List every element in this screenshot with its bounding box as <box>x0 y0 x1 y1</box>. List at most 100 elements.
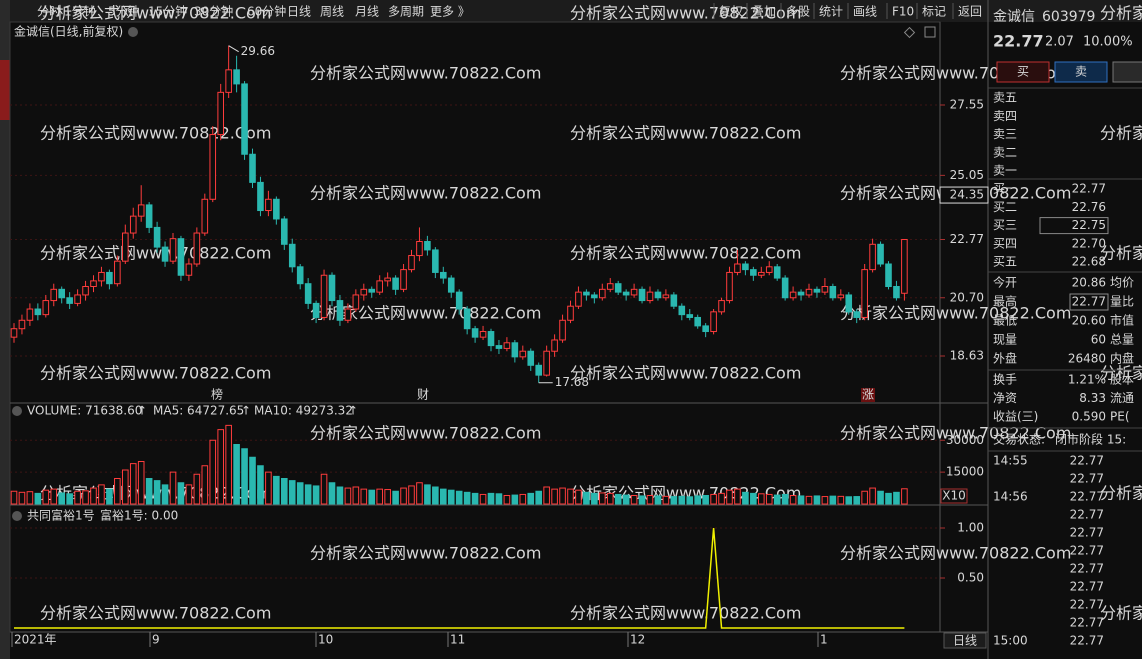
tool-button[interactable]: 画线 <box>853 5 877 19</box>
volume-bar <box>479 493 487 505</box>
period-tab[interactable]: 15分钟 <box>148 4 187 19</box>
tool-button[interactable]: 统计 <box>819 5 843 19</box>
period-tab[interactable]: 5分钟 <box>108 4 140 19</box>
candle-body <box>630 288 638 296</box>
ma5-arrow: ↑ <box>241 404 251 418</box>
candle-body <box>114 260 121 285</box>
buy-button[interactable] <box>996 61 1050 83</box>
candle-body <box>869 243 876 271</box>
tick-price: 22.77 <box>1070 562 1104 576</box>
period-tab[interactable]: 周线 <box>320 5 344 19</box>
candle-body <box>559 319 566 341</box>
ask-label: 卖五 <box>993 91 1017 105</box>
multiplier-box <box>940 488 968 504</box>
volume-bar <box>805 495 813 505</box>
stat-value: 26480 <box>1068 352 1106 366</box>
volume-bar <box>718 492 725 505</box>
volume-bar <box>185 484 193 505</box>
status-value: 闭市阶段 15: <box>1055 432 1126 447</box>
side-strip-active <box>0 60 10 120</box>
low-label: 17.68 <box>555 375 589 389</box>
candle-body <box>535 364 543 376</box>
volume-bar <box>440 488 447 505</box>
candle-body <box>742 263 749 271</box>
cursor-price-box <box>939 186 989 204</box>
candle-body <box>495 345 503 349</box>
period-tab[interactable]: 分时 <box>37 5 61 19</box>
volume-bar <box>463 491 471 505</box>
volume-bar <box>591 492 598 505</box>
period-tab[interactable]: 月线 <box>355 5 379 19</box>
date-label: 1 <box>820 633 828 647</box>
volume-bar <box>233 444 240 505</box>
candle-body <box>328 274 336 302</box>
candle-body <box>18 319 26 330</box>
candle-body <box>368 288 376 293</box>
event-marker: 涨 <box>862 387 874 402</box>
tool-button[interactable]: F10 <box>892 5 914 19</box>
period-tab[interactable]: 60分钟 <box>247 4 286 19</box>
indicator-menu-icon[interactable] <box>12 511 22 521</box>
window-icon[interactable] <box>924 26 936 38</box>
period-tab[interactable]: 1分钟 <box>64 4 96 19</box>
candle-body <box>893 286 900 299</box>
tool-button[interactable]: 多股 <box>786 5 810 19</box>
candle-body <box>487 331 495 347</box>
volume-bar <box>678 495 686 505</box>
candle-body <box>781 277 789 299</box>
candle-body <box>686 314 694 318</box>
tool-button[interactable]: 复权 <box>719 5 743 19</box>
tool-button[interactable]: 返回 <box>958 5 982 19</box>
sell-button[interactable] <box>1054 61 1108 83</box>
tick-price: 22.77 <box>1070 544 1104 558</box>
period-label: 日线 <box>953 634 977 648</box>
volume-bar <box>352 486 360 505</box>
volume-bar <box>26 491 34 505</box>
watermark: 分析家公式网www.70822.Com <box>310 64 541 83</box>
tool-button[interactable]: 叠加 <box>752 5 776 19</box>
watermark: 分析家公式网www.70822.Com <box>1100 604 1142 623</box>
tool-button[interactable]: 标记 <box>922 5 946 19</box>
candle-body <box>145 204 153 228</box>
volume-bar <box>487 492 495 505</box>
bid-price: 22.77 <box>1072 182 1106 196</box>
candle-body <box>432 249 439 273</box>
change-pct: 10.00% <box>1083 35 1133 50</box>
fund-label: 换手 <box>993 373 1017 387</box>
extra-button[interactable] <box>1112 61 1142 83</box>
candle-body <box>58 288 66 299</box>
volume-bar <box>336 486 344 505</box>
stat-label: 最低 <box>993 314 1017 328</box>
stat-label: 现量 <box>993 333 1017 347</box>
diamond-icon[interactable] <box>903 26 916 39</box>
period-tab[interactable]: 日线 <box>287 5 311 19</box>
candle-body <box>296 266 304 285</box>
period-tab[interactable]: 30分钟 <box>194 4 233 19</box>
volume-bar <box>169 471 177 505</box>
sell-label[interactable]: 卖 <box>1075 65 1087 79</box>
period-tab[interactable]: 更多 》 <box>430 5 470 19</box>
tick-price: 22.77 <box>1070 526 1104 540</box>
tick-price: 22.77 <box>1070 616 1104 630</box>
watermark: 分析家公式网www.70822.Com <box>840 304 1071 323</box>
volume-bar <box>559 487 566 505</box>
volume-bar <box>360 488 368 505</box>
candle-body <box>718 300 725 313</box>
volume-menu-icon[interactable] <box>12 406 22 416</box>
y-tick-label: 30000 <box>946 433 984 447</box>
volume-bar <box>304 484 312 505</box>
candle-body <box>50 288 58 302</box>
title-menu-icon[interactable] <box>128 27 138 37</box>
fund-value: 8.33 <box>1079 391 1106 405</box>
volume-bar <box>869 487 876 505</box>
period-tab[interactable]: 多周期 <box>388 5 424 19</box>
buy-label[interactable]: 买 <box>1017 65 1029 79</box>
ask-label: 卖三 <box>993 127 1017 141</box>
bid-price: 22.76 <box>1072 200 1106 214</box>
watermark: 分析家公式网www.70822.Com <box>570 604 801 623</box>
candle-body <box>813 288 821 293</box>
stat-extra: 量比 <box>1110 295 1134 309</box>
volume-bar <box>455 490 463 505</box>
candle-body <box>233 69 240 85</box>
date-label: 2021年 <box>14 633 57 647</box>
